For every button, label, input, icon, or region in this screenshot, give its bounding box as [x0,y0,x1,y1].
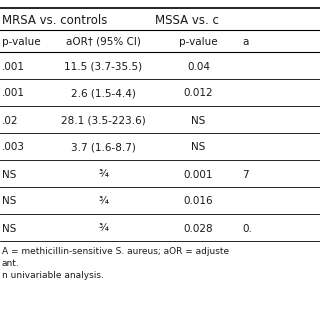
Text: 0.012: 0.012 [184,89,213,99]
Text: p-value: p-value [179,37,218,47]
Text: .003: .003 [2,142,25,153]
Text: MSSA vs. c: MSSA vs. c [155,13,219,27]
Text: .001: .001 [2,61,25,71]
Text: ¾: ¾ [99,170,108,180]
Text: 0.016: 0.016 [184,196,213,206]
Text: NS: NS [2,170,16,180]
Text: 3.7 (1.6-8.7): 3.7 (1.6-8.7) [71,142,136,153]
Text: 11.5 (3.7-35.5): 11.5 (3.7-35.5) [64,61,143,71]
Text: 0.: 0. [242,223,252,234]
Text: NS: NS [191,116,206,125]
Text: NS: NS [2,196,16,206]
Text: 2.6 (1.5-4.4): 2.6 (1.5-4.4) [71,89,136,99]
Text: 0.001: 0.001 [184,170,213,180]
Text: 7: 7 [242,170,249,180]
Text: .001: .001 [2,89,25,99]
Text: 28.1 (3.5-223.6): 28.1 (3.5-223.6) [61,116,146,125]
Text: 0.028: 0.028 [184,223,213,234]
Text: ¾: ¾ [99,196,108,206]
Text: p-value: p-value [2,37,41,47]
Text: ant.: ant. [2,259,20,268]
Text: 0.04: 0.04 [187,61,210,71]
Text: ¾: ¾ [99,223,108,234]
Text: a: a [242,37,248,47]
Text: .02: .02 [2,116,19,125]
Text: A = methicillin-sensitive S. aureus; aOR = adjuste: A = methicillin-sensitive S. aureus; aOR… [2,247,229,256]
Text: MRSA vs. controls: MRSA vs. controls [2,13,108,27]
Text: n univariable analysis.: n univariable analysis. [2,271,104,280]
Text: aOR† (95% CI): aOR† (95% CI) [66,37,141,47]
Text: NS: NS [191,142,206,153]
Text: NS: NS [2,223,16,234]
